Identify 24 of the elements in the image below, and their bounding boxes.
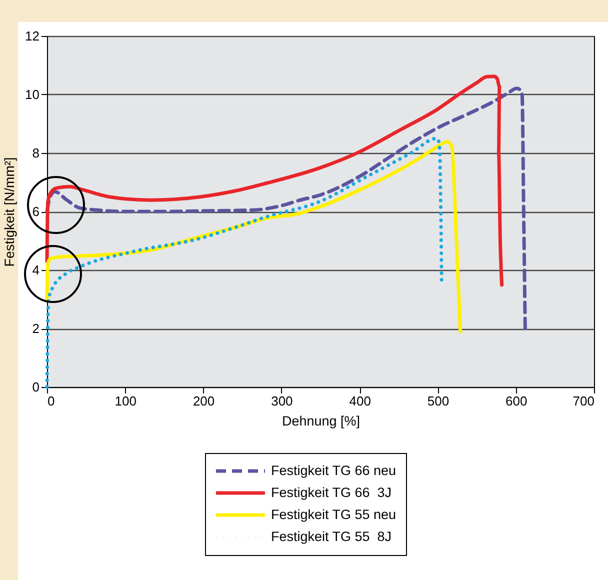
legend-label: Festigkeit TG 55 8J bbox=[271, 529, 392, 544]
y-tick-label: 4 bbox=[32, 262, 40, 278]
line-series bbox=[45, 74, 504, 287]
legend-label: Festigkeit TG 66 3J bbox=[271, 485, 392, 500]
x-tick-label: 600 bbox=[506, 394, 528, 408]
x-tick-label: 0 bbox=[48, 394, 55, 408]
x-tick-label: 300 bbox=[271, 394, 293, 408]
y-tick-label: 12 bbox=[25, 28, 40, 44]
y-tick-label: 0 bbox=[32, 380, 40, 394]
x-tick-label: 400 bbox=[349, 394, 371, 408]
line-series bbox=[45, 140, 462, 334]
y-tick-label: 2 bbox=[32, 321, 40, 336]
x-tick-label: 500 bbox=[427, 394, 450, 408]
y-axis-title: Festigkeit [N/mm²] bbox=[2, 157, 18, 267]
line-series bbox=[45, 136, 444, 389]
x-tick-label: 200 bbox=[192, 394, 215, 408]
x-tick-label: 700 bbox=[572, 394, 594, 408]
legend-label: Festigkeit TG 66 neu bbox=[271, 463, 396, 478]
y-tick-label: 10 bbox=[25, 87, 40, 102]
x-tick-label: 100 bbox=[114, 394, 136, 408]
y-tick-label: 6 bbox=[32, 204, 40, 219]
x-axis-title: Dehnung [%] bbox=[282, 414, 360, 428]
legend-label: Festigkeit TG 55 neu bbox=[271, 507, 396, 522]
y-tick-label: 8 bbox=[32, 146, 40, 160]
